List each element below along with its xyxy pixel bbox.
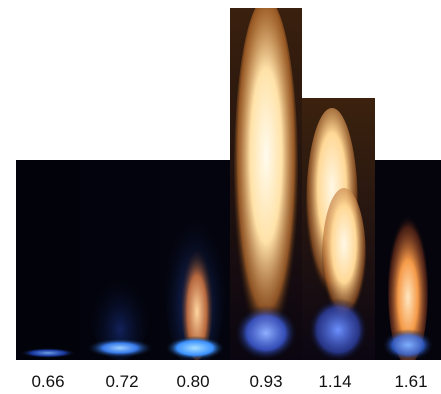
flame-image-2	[86, 260, 154, 360]
flame-panel-5	[302, 98, 375, 360]
flame-panel-3	[160, 160, 230, 360]
flame-panel-1	[16, 160, 80, 360]
flame-image-4	[230, 8, 302, 360]
flame-panel-6	[375, 160, 441, 360]
flame-label-3: 0.80	[176, 372, 210, 391]
flame-label-2: 0.72	[105, 372, 139, 391]
flame-image-1	[20, 348, 76, 358]
flame-image-3	[165, 210, 225, 360]
flame-label-5: 1.14	[318, 372, 352, 391]
flame-panel-4	[230, 8, 302, 360]
flame-label-4: 0.93	[249, 372, 283, 391]
flame-image-5	[302, 98, 375, 360]
flame-label-1: 0.66	[31, 372, 65, 391]
flame-label-6: 1.61	[394, 372, 428, 391]
flame-panel-2	[80, 160, 160, 360]
flame-image-6	[382, 215, 434, 360]
